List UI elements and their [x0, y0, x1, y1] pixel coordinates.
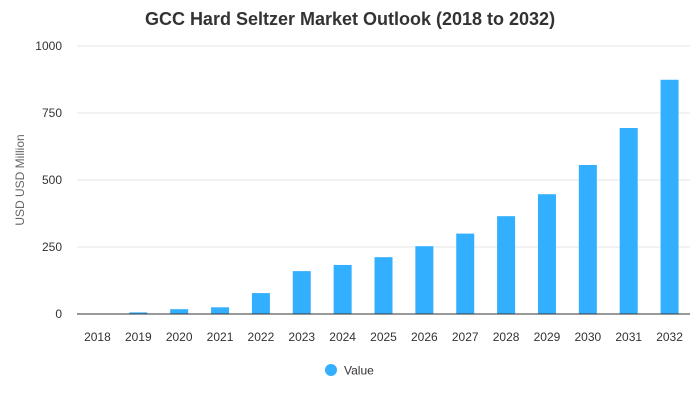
y-axis-label: USD USD Million: [13, 134, 27, 225]
y-axis-ticks: 0 250 500 750 1000: [35, 39, 62, 321]
x-tick-label: 2023: [288, 330, 315, 344]
x-tick-label: 2030: [574, 330, 601, 344]
x-tick-label: 2027: [452, 330, 479, 344]
x-axis-ticks: 2018 2019 2020 2021 2022 2023 2024 2025 2026 2027…: [84, 330, 683, 344]
chart-title: GCC Hard Seltzer Market Outlook (2018 to…: [145, 9, 555, 29]
legend[interactable]: Value: [325, 364, 374, 378]
bar-2023[interactable]: [292, 271, 311, 314]
bar-2027[interactable]: [456, 233, 475, 314]
bar-2032[interactable]: [660, 79, 679, 314]
bar-2025[interactable]: [374, 257, 393, 314]
legend-label-value: Value: [344, 364, 374, 378]
y-tick-label: 0: [55, 307, 62, 321]
y-tick-label: 750: [42, 106, 62, 120]
bar-2028[interactable]: [497, 216, 516, 314]
y-tick-label: 1000: [35, 39, 62, 53]
bar-2030[interactable]: [578, 164, 597, 314]
bar-2022[interactable]: [251, 293, 270, 314]
x-tick-label: 2028: [493, 330, 520, 344]
bar-2019[interactable]: [129, 312, 148, 314]
bar-2020[interactable]: [170, 309, 189, 314]
bars: [129, 79, 679, 314]
x-tick-label: 2029: [534, 330, 561, 344]
x-tick-label: 2024: [329, 330, 356, 344]
bar-2029[interactable]: [537, 194, 556, 314]
bar-2024[interactable]: [333, 264, 352, 314]
x-tick-label: 2032: [656, 330, 683, 344]
legend-marker-value: [325, 364, 337, 376]
y-tick-label: 500: [42, 173, 62, 187]
y-tick-label: 250: [42, 240, 62, 254]
x-tick-label: 2018: [84, 330, 111, 344]
x-tick-label: 2020: [166, 330, 193, 344]
bar-2021[interactable]: [211, 307, 230, 314]
bar-2026[interactable]: [415, 246, 434, 314]
gridlines: [77, 45, 690, 248]
x-tick-label: 2031: [615, 330, 642, 344]
x-tick-label: 2025: [370, 330, 397, 344]
x-tick-label: 2022: [248, 330, 275, 344]
bar-2031[interactable]: [619, 128, 638, 314]
x-tick-label: 2026: [411, 330, 438, 344]
x-tick-label: 2021: [207, 330, 234, 344]
x-tick-label: 2019: [125, 330, 152, 344]
